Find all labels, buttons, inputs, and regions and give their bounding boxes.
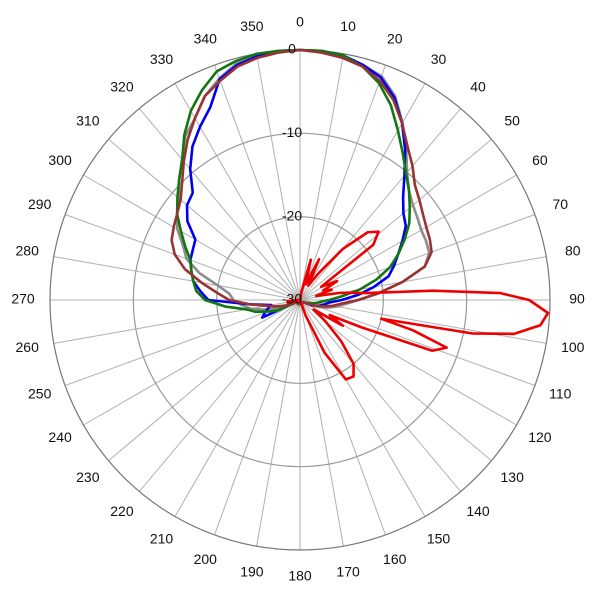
grid-spoke — [299, 299, 547, 344]
grid-spoke — [299, 214, 536, 301]
angle-tick-label: 0 — [296, 14, 304, 30]
angle-tick-label: 320 — [110, 79, 134, 95]
grid-spoke — [299, 299, 492, 462]
angle-tick-label: 200 — [194, 551, 218, 567]
pattern-line — [286, 230, 550, 381]
grid-spoke — [256, 53, 301, 301]
angle-tick-label: 90 — [569, 291, 585, 307]
angle-tick-label: 300 — [48, 152, 72, 168]
angle-tick-label: 120 — [528, 429, 552, 445]
radial-tick-label: -30 — [282, 291, 302, 307]
angle-tick-label: 230 — [76, 469, 100, 485]
angle-tick-label: 250 — [28, 385, 52, 401]
grid-spoke — [138, 108, 301, 301]
grid-spoke — [299, 299, 426, 517]
angle-tick-label: 50 — [504, 113, 520, 129]
grid-spoke — [174, 299, 301, 517]
series — [170, 48, 550, 381]
angle-tick-label: 190 — [240, 563, 264, 579]
angle-tick-label: 220 — [110, 503, 134, 519]
grid-spoke — [214, 299, 301, 536]
grid-spoke — [108, 138, 301, 301]
radial-tick-label: 0 — [288, 41, 296, 57]
grid-spoke — [53, 256, 301, 301]
angle-tick-label: 270 — [11, 291, 35, 307]
grid-spoke — [256, 299, 301, 547]
angle-tick-label: 240 — [48, 429, 72, 445]
angle-tick-label: 70 — [553, 196, 569, 212]
angle-tick-label: 140 — [466, 503, 490, 519]
grid-spoke — [299, 108, 462, 301]
grid-spoke — [108, 299, 301, 462]
angle-tick-label: 10 — [340, 18, 356, 34]
angle-tick-label: 330 — [150, 51, 174, 67]
radial-tick-label: -20 — [282, 207, 302, 223]
grid-spoke — [299, 64, 386, 301]
grid-spoke — [214, 64, 301, 301]
grid-spoke — [64, 299, 301, 386]
angle-tick-label: 60 — [532, 152, 548, 168]
angle-tick-label: 260 — [16, 339, 40, 355]
grid-spoke — [299, 83, 426, 301]
angle-tick-label: 110 — [549, 385, 572, 401]
grid — [49, 49, 551, 551]
grid-spoke — [64, 214, 301, 301]
angle-tick-label: 160 — [383, 551, 407, 567]
grid-spoke — [299, 174, 517, 301]
grid-spoke — [299, 138, 492, 301]
grid-spoke — [83, 174, 301, 301]
grid-spoke — [299, 299, 344, 547]
angle-tick-label: 30 — [431, 51, 447, 67]
grid-spoke — [299, 299, 462, 492]
angle-tick-label: 280 — [16, 243, 40, 259]
angle-tick-label: 350 — [240, 18, 264, 34]
angle-tick-label: 310 — [76, 113, 100, 129]
angle-tick-label: 210 — [150, 531, 174, 547]
angle-tick-label: 340 — [194, 30, 218, 46]
grid-spoke — [299, 299, 386, 536]
grid-spoke — [299, 53, 344, 301]
angle-tick-label: 130 — [501, 469, 525, 485]
grid-ring — [132, 132, 468, 468]
grid-spoke — [299, 299, 536, 386]
radial-tick-label: -10 — [282, 124, 302, 140]
angle-tick-label: 20 — [387, 30, 403, 46]
angle-tick-label: 180 — [288, 568, 312, 584]
angle-tick-label: 80 — [565, 243, 581, 259]
angle-tick-label: 100 — [561, 339, 585, 355]
grid-spoke — [53, 299, 301, 344]
grid-spoke — [138, 299, 301, 492]
angle-tick-label: 170 — [336, 563, 360, 579]
angle-tick-label: 150 — [427, 531, 451, 547]
grid-spoke — [83, 299, 301, 426]
angle-tick-label: 40 — [470, 79, 486, 95]
pattern-line — [170, 48, 433, 308]
angle-tick-label: 290 — [28, 196, 52, 212]
